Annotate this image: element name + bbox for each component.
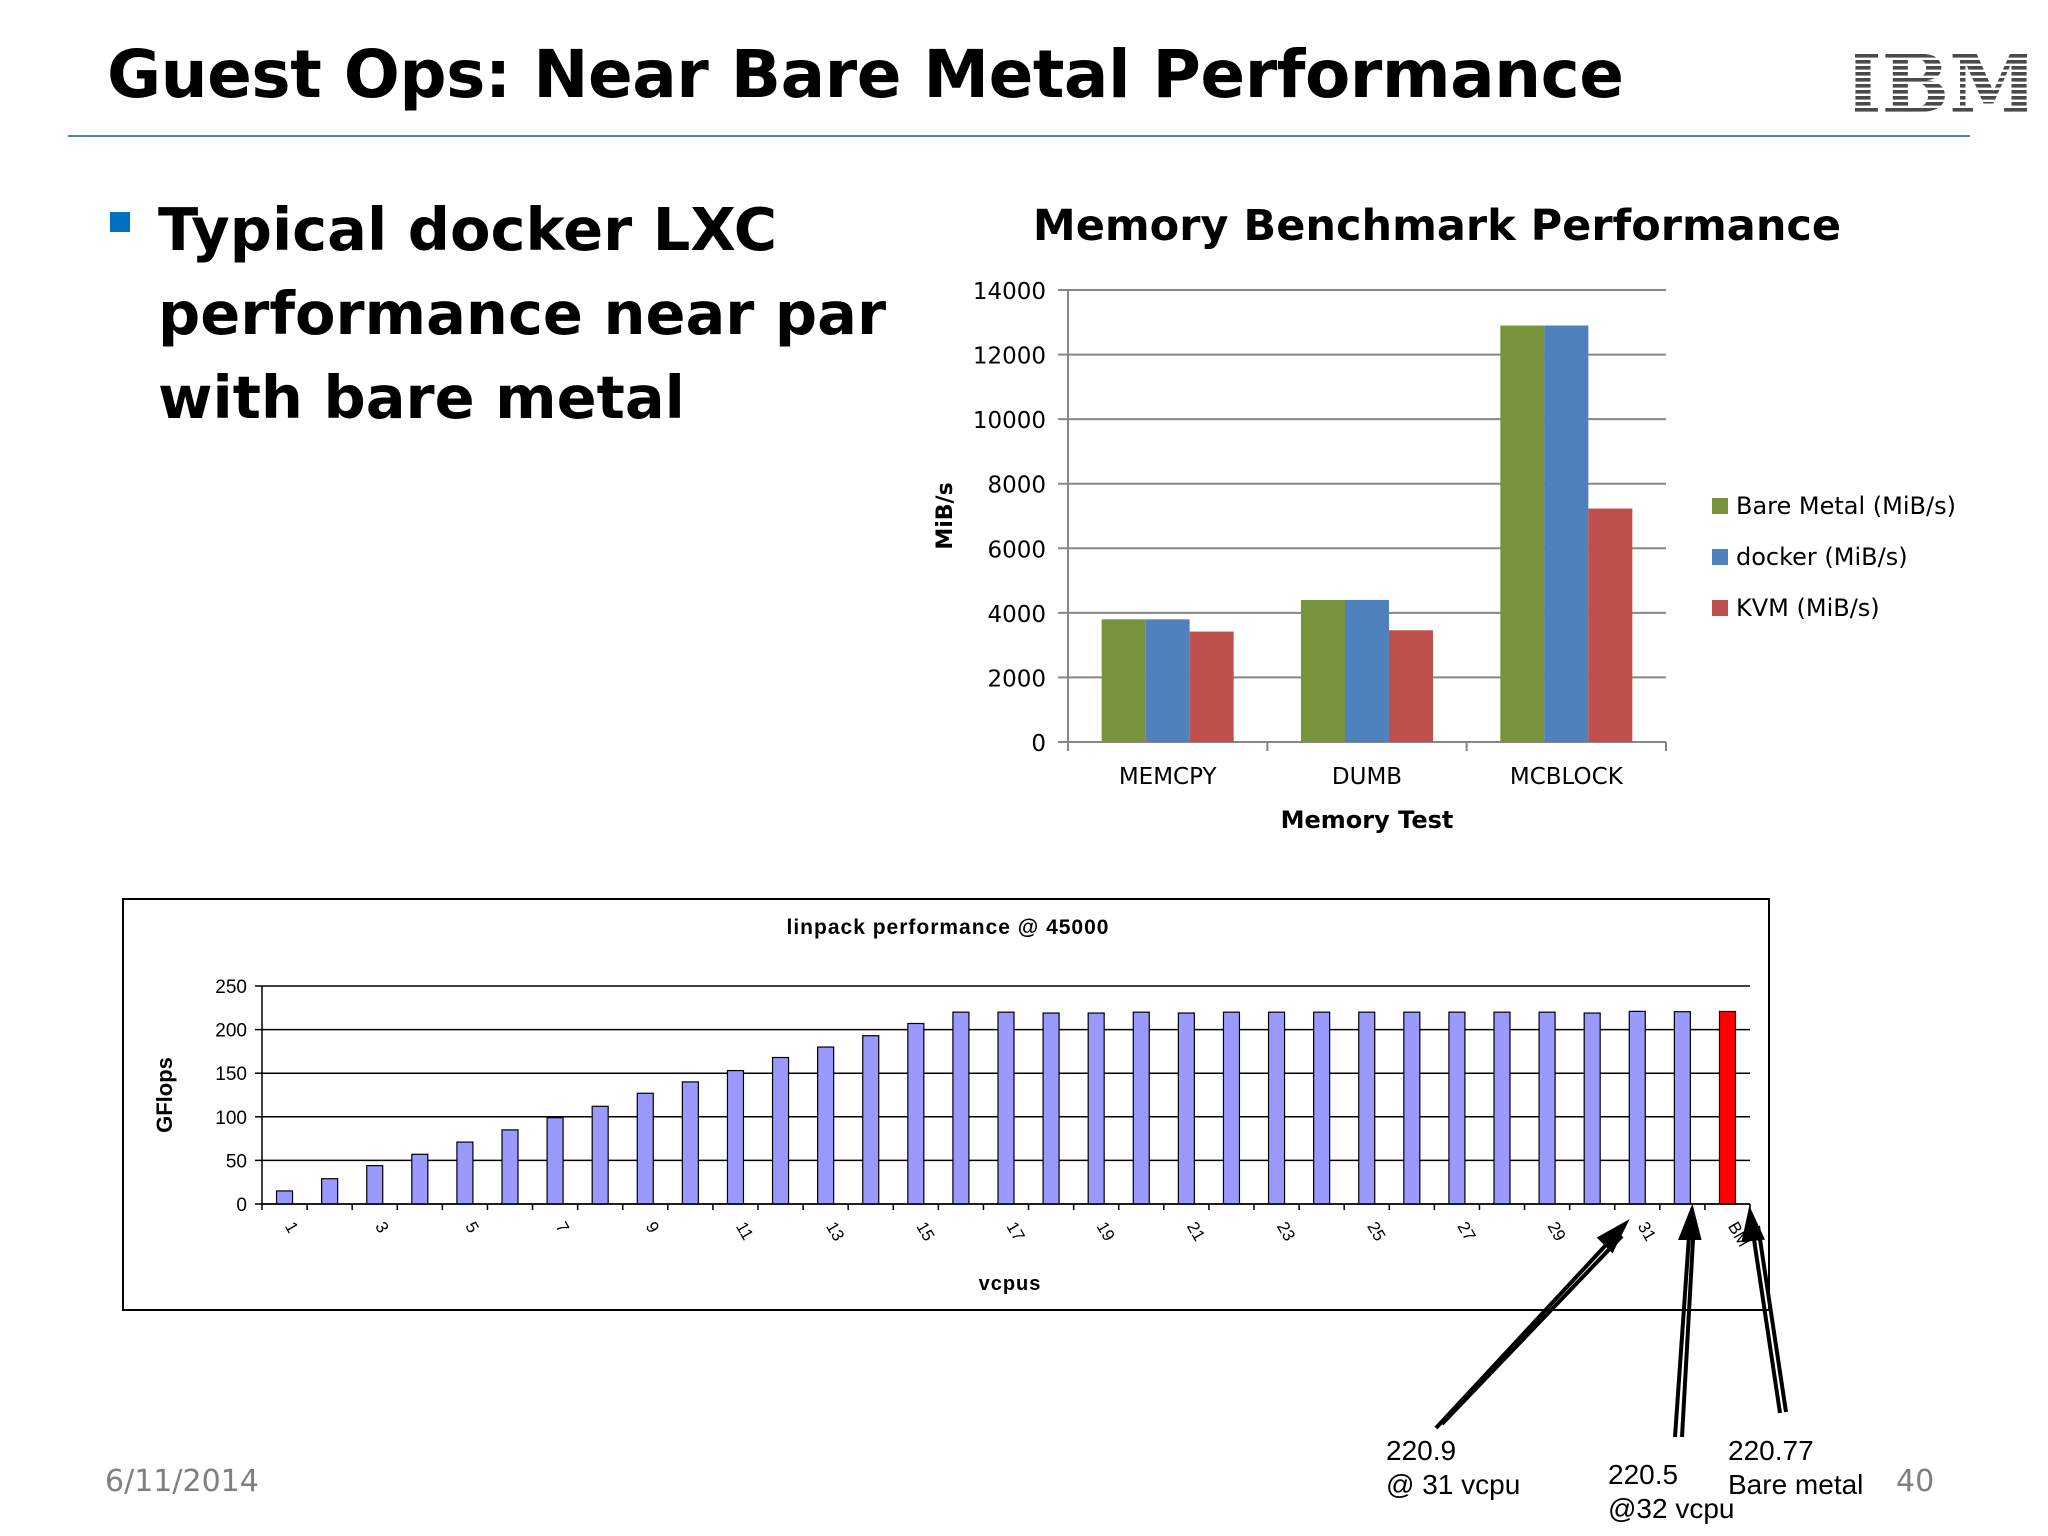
- y-tick-label: 6000: [987, 537, 1046, 563]
- annotation-bm-label: Bare metal: [1728, 1469, 1864, 1500]
- y-tick-label: 10000: [973, 408, 1046, 434]
- footer-date: 6/11/2014: [105, 1464, 259, 1499]
- x-axis-title: vcpus: [979, 1273, 1042, 1295]
- arrow-bare-metal: [1741, 1205, 1788, 1414]
- annotation-32-label: @32 vcpu: [1608, 1493, 1735, 1524]
- title-divider: [68, 135, 1970, 137]
- y-tick-label: 4000: [987, 602, 1046, 628]
- x-tick-label: MEMCPY: [1119, 764, 1218, 790]
- annotation-31-value: 220.9: [1386, 1435, 1457, 1466]
- memory-benchmark-chart: Memory Benchmark Performance 0 2000 4000 600…: [933, 201, 1956, 834]
- legend-label-1: docker (MiB/s): [1736, 543, 1908, 571]
- legend-label-2: KVM (MiB/s): [1736, 594, 1880, 622]
- slide-title: Guest Ops: Near Bare Metal Performance: [107, 36, 1624, 113]
- y-tick-label: 200: [215, 1021, 247, 1042]
- bar-dumb-1: [1345, 599, 1389, 742]
- bar-mcblock-0: [1500, 325, 1545, 742]
- y-tick-label: 150: [215, 1064, 247, 1085]
- legend-swatch-2: [1712, 600, 1728, 616]
- y-tick-label: 2000: [987, 666, 1046, 692]
- legend-swatch-1: [1712, 549, 1728, 565]
- legend-swatch-0: [1712, 498, 1728, 514]
- linpack-title: linpack performance @ 45000: [787, 916, 1110, 939]
- bullet-text: Typical docker LXC performance near par …: [158, 195, 887, 432]
- bar-mcblock-2: [1588, 508, 1633, 742]
- y-tick-label: 0: [236, 1195, 247, 1216]
- arrow-32-vcpu: [1673, 1203, 1702, 1438]
- y-axis-title: MiB/s: [933, 482, 958, 549]
- svg-text:IBM: IBM: [1855, 48, 2027, 120]
- x-axis-title: Memory Test: [1281, 806, 1454, 834]
- annotation-32-value: 220.5: [1608, 1459, 1679, 1490]
- bar-dumb-2: [1389, 630, 1433, 742]
- bar-dumb-0: [1301, 599, 1345, 742]
- x-tick-label: DUMB: [1332, 764, 1402, 790]
- legend-label-0: Bare Metal (MiB/s): [1736, 492, 1956, 520]
- ibm-logo: IBM: [1855, 48, 2027, 120]
- annotation-31-label: @ 31 vcpu: [1386, 1469, 1521, 1500]
- bar-memcpy-2: [1189, 631, 1234, 742]
- y-tick-label: 100: [215, 1108, 247, 1129]
- linpack-chart: linpack performance @ 45000 0 50 100 150 200 2…: [152, 916, 1753, 1295]
- chart-title: Memory Benchmark Performance: [1033, 201, 1841, 251]
- arrow-31-vcpu: [1434, 1219, 1630, 1430]
- y-tick-label: 8000: [987, 473, 1046, 499]
- y-axis-title: GFlops: [152, 1057, 177, 1133]
- y-tick-label: 14000: [973, 279, 1046, 305]
- x-tick-label: MCBLOCK: [1510, 764, 1624, 790]
- bullet-marker: [110, 212, 130, 232]
- annotation-31-vcpu: 220.9 @ 31 vcpu: [1386, 1434, 1520, 1502]
- y-tick-label: 0: [1031, 731, 1046, 757]
- bar-memcpy-1: [1145, 619, 1190, 742]
- y-tick-label: 50: [226, 1151, 247, 1172]
- y-tick-label: 12000: [973, 344, 1046, 370]
- y-tick-label: 250: [215, 977, 247, 998]
- annotation-32-vcpu: 220.5 @32 vcpu: [1608, 1458, 1735, 1526]
- bar-memcpy-0: [1101, 619, 1146, 742]
- bar-mcblock-1: [1544, 325, 1589, 742]
- page-number: 40: [1896, 1464, 1935, 1499]
- annotation-bare-metal: 220.77 Bare metal: [1728, 1434, 1863, 1502]
- annotation-bm-value: 220.77: [1728, 1435, 1814, 1466]
